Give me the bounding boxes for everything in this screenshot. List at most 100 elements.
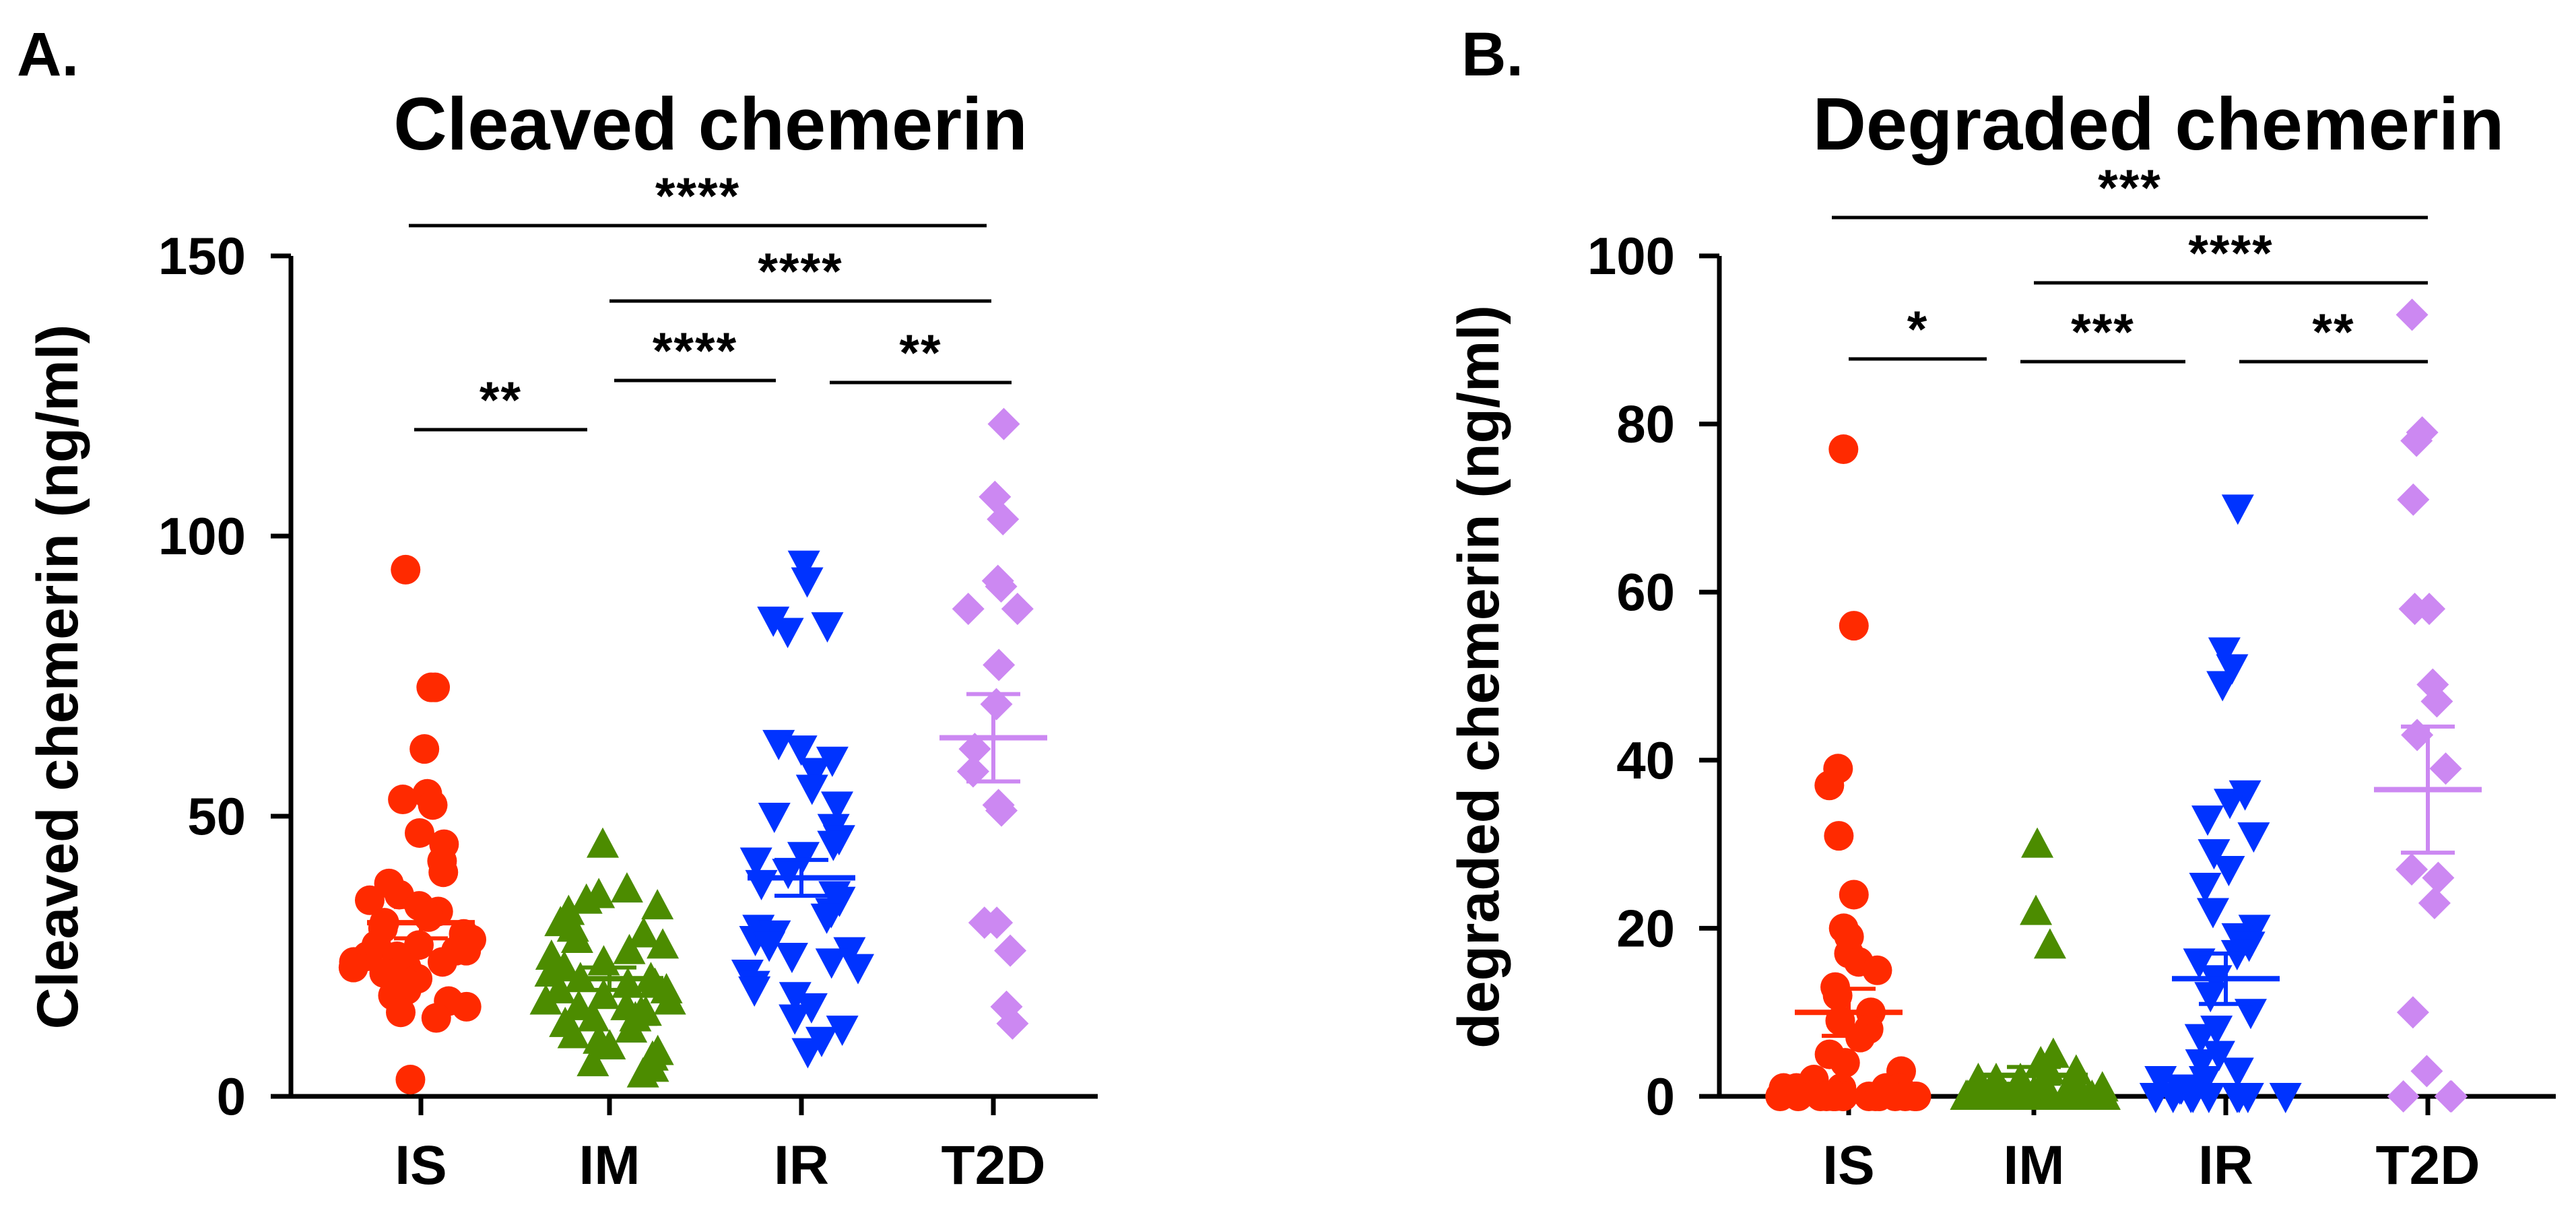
x-categories: IS IM IR T2D — [395, 1096, 1045, 1196]
y-axis-label: Cleaved chemerin (ng/ml) — [26, 325, 90, 1030]
significance-label: * — [1907, 301, 1929, 358]
data-point-t2d — [1001, 593, 1034, 626]
mean-sem-bars — [1795, 724, 2482, 1086]
data-point-im — [586, 827, 619, 858]
data-point-t2d — [2396, 298, 2429, 331]
category-label: IS — [395, 1135, 447, 1196]
data-point-im — [627, 917, 660, 948]
data-point-t2d — [2429, 752, 2462, 785]
data-point-ir — [795, 993, 828, 1024]
y-tick-label: 100 — [158, 506, 246, 566]
data-point-t2d — [952, 593, 985, 626]
data-point-ir — [2221, 494, 2254, 525]
mean-sem-bars — [367, 692, 1047, 992]
data-point-ir — [2144, 1066, 2177, 1097]
data-point-is — [409, 734, 440, 764]
data-point-is — [1820, 1082, 1851, 1111]
data-point-ir — [772, 859, 805, 890]
data-point-ir — [2234, 999, 2267, 1030]
data-points — [1765, 298, 2468, 1113]
data-point-t2d — [2396, 853, 2429, 886]
chart-title: Cleaved chemerin — [393, 83, 1028, 166]
data-point-is — [1839, 611, 1869, 641]
data-point-ir — [2194, 982, 2227, 1013]
category-label: IR — [774, 1135, 829, 1196]
data-point-ir — [842, 954, 875, 985]
data-point-is — [428, 947, 458, 977]
data-point-im — [2020, 894, 2053, 925]
data-point-ir — [738, 976, 771, 1007]
data-point-t2d — [2410, 1055, 2443, 1088]
panel-a-cleaved-chemerin: A. Cleaved chemerin Cleaved chemerin (ng… — [17, 20, 1098, 1196]
y-tick-label: 0 — [217, 1067, 246, 1126]
data-point-t2d — [958, 733, 991, 766]
data-point-ir — [739, 847, 772, 878]
category-label: IR — [2198, 1135, 2253, 1196]
data-point-ir — [816, 746, 849, 777]
y-tick-label: 100 — [1587, 226, 1675, 286]
data-point-ir — [791, 567, 824, 598]
data-point-im — [653, 984, 686, 1015]
data-point-im — [641, 889, 674, 920]
data-points — [338, 407, 1034, 1095]
data-point-t2d — [996, 1007, 1029, 1040]
data-point-ir — [811, 612, 844, 643]
data-point-im — [587, 979, 620, 1009]
y-ticks: 0 20 40 60 80 100 — [1587, 226, 1719, 1126]
data-point-ir — [779, 1004, 812, 1035]
significance-label: **** — [2188, 225, 2273, 282]
panel-label: A. — [17, 20, 79, 89]
category-label: T2D — [2376, 1135, 2480, 1196]
data-point-is — [1828, 434, 1859, 465]
significance-label: ** — [899, 325, 942, 382]
data-point-ir — [815, 948, 848, 979]
significance-brackets: * *** ********* — [1832, 160, 2428, 364]
data-point-t2d — [987, 407, 1020, 440]
data-point-ir — [2208, 637, 2241, 668]
data-point-im — [2033, 928, 2066, 959]
data-point-is — [1830, 1048, 1860, 1078]
data-point-t2d — [2435, 1080, 2468, 1113]
data-point-ir — [833, 937, 866, 968]
significance-label: ** — [2312, 304, 2354, 361]
data-point-ir — [2238, 915, 2271, 946]
data-point-im — [587, 945, 620, 976]
data-point-is — [395, 1065, 426, 1095]
data-point-ir — [758, 803, 791, 833]
data-point-is — [1814, 770, 1845, 801]
data-point-ir — [2188, 1066, 2221, 1097]
data-point-ir — [2202, 1040, 2235, 1071]
data-point-is — [386, 997, 416, 1028]
data-point-ir — [810, 903, 843, 934]
data-point-im — [647, 928, 680, 959]
data-point-is — [421, 1003, 451, 1033]
data-point-is — [369, 958, 399, 988]
data-point-is — [404, 818, 434, 848]
data-point-ir — [785, 735, 818, 766]
data-point-t2d — [2420, 685, 2453, 718]
data-point-t2d — [983, 649, 1016, 682]
data-point-ir — [2228, 780, 2261, 811]
data-point-ir — [2237, 822, 2270, 853]
data-point-ir — [826, 1016, 859, 1047]
data-point-is — [418, 790, 448, 820]
data-point-im — [2035, 1080, 2068, 1110]
data-point-is — [451, 991, 482, 1022]
category-label: T2D — [942, 1135, 1046, 1196]
y-tick-label: 40 — [1616, 731, 1675, 790]
y-tick-label: 60 — [1616, 562, 1675, 622]
significance-brackets: ****** ********** — [409, 168, 1012, 432]
y-tick-label: 80 — [1616, 395, 1675, 454]
y-axis-label: degraded chemerin (ng/ml) — [1447, 305, 1511, 1049]
data-point-im — [560, 923, 593, 954]
data-point-is — [388, 785, 418, 815]
data-point-is — [1839, 880, 1869, 910]
data-point-ir — [2216, 654, 2249, 685]
data-point-t2d — [2400, 424, 2433, 457]
significance-label: *** — [2098, 160, 2162, 217]
data-point-im — [2021, 827, 2054, 858]
data-point-is — [428, 857, 459, 888]
data-point-ir — [2139, 1083, 2172, 1113]
data-point-ir — [795, 774, 828, 805]
